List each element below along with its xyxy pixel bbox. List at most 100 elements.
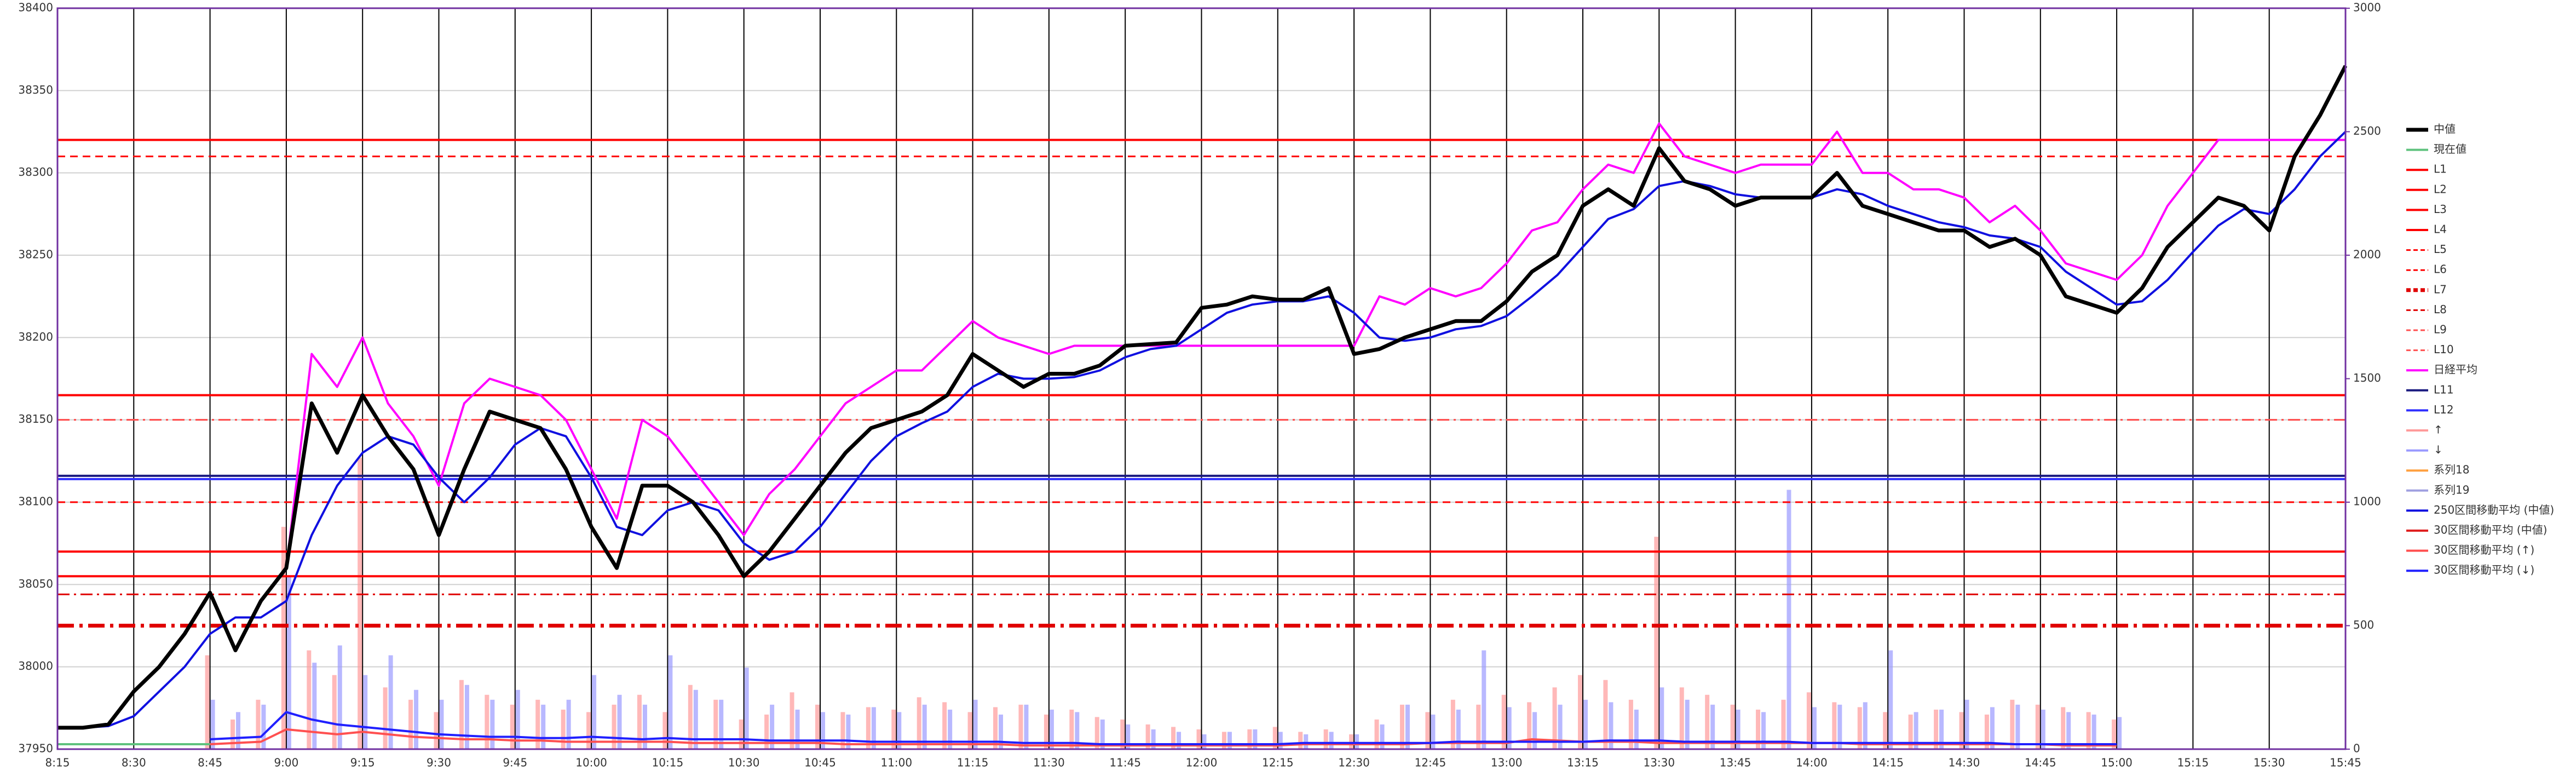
volume-bar [2010, 699, 2015, 749]
legend-label: 30区間移動平均 (中値) [2434, 524, 2547, 537]
volume-bar [866, 707, 871, 749]
volume-bar [1431, 714, 1436, 749]
volume-bar [1984, 714, 1989, 749]
volume-bar [1806, 692, 1811, 749]
volume-bar [897, 712, 902, 749]
volume-bar [1603, 680, 1608, 749]
volume-bar [1679, 687, 1684, 749]
volume-bar [1787, 490, 1791, 749]
volume-bar [1049, 709, 1054, 749]
legend-label: L3 [2434, 203, 2447, 216]
legend-label: L4 [2434, 223, 2447, 236]
volume-bar [1044, 714, 1048, 749]
y2-tick-label: 0 [2353, 742, 2360, 755]
volume-bar [1964, 699, 1969, 749]
volume-bar [434, 712, 439, 749]
x-tick-label: 15:45 [2330, 756, 2361, 769]
volume-bar [1908, 714, 1913, 749]
volume-bar [637, 694, 642, 749]
y-tick-label: 38400 [18, 1, 53, 14]
x-tick-label: 14:00 [1796, 756, 1828, 769]
y-tick-label: 37950 [18, 742, 53, 755]
volume-bar [586, 712, 591, 749]
x-tick-label: 14:15 [1872, 756, 1904, 769]
volume-bar [383, 687, 388, 749]
volume-bar [1374, 719, 1379, 749]
volume-bar [592, 675, 597, 749]
volume-bar [719, 699, 724, 749]
volume-bar [2041, 709, 2045, 749]
volume-bar [261, 704, 266, 749]
volume-bar [1501, 694, 1506, 749]
legend-label: 日経平均 [2434, 363, 2477, 376]
x-tick-label: 13:15 [1567, 756, 1599, 769]
x-tick-label: 13:30 [1643, 756, 1675, 769]
series-line [285, 122, 2346, 568]
volume-bar [1151, 729, 1156, 749]
y2-tick-label: 3000 [2353, 1, 2381, 14]
x-tick-label: 9:45 [503, 756, 527, 769]
legend-label: 中値 [2434, 123, 2456, 136]
volume-bar [439, 699, 444, 749]
volume-bar [236, 712, 241, 749]
x-tick-label: 12:00 [1186, 756, 1218, 769]
series-line [57, 65, 2348, 730]
volume-bar [281, 527, 286, 749]
legend-label: L6 [2434, 263, 2447, 276]
volume-bar [1018, 704, 1023, 749]
volume-bar [1202, 734, 1207, 749]
volume-bar [2086, 712, 2091, 749]
volume-bar [789, 692, 794, 749]
x-tick-label: 15:15 [2177, 756, 2209, 769]
volume-bar [1756, 709, 1761, 749]
x-tick-label: 14:45 [2025, 756, 2056, 769]
x-tick-label: 8:15 [45, 756, 70, 769]
volume-bar [1578, 675, 1582, 749]
y-tick-label: 38200 [18, 330, 53, 343]
volume-bar [871, 707, 876, 749]
x-tick-label: 10:30 [728, 756, 760, 769]
volume-bar [2066, 712, 2071, 749]
volume-bar [1120, 719, 1125, 749]
volume-bar [1736, 709, 1741, 749]
volume-bar [566, 699, 571, 749]
volume-bar [662, 712, 667, 749]
legend-label: L12 [2434, 403, 2454, 416]
volume-bar [1450, 699, 1455, 749]
volume-bar [256, 699, 261, 749]
volume-bar [1812, 707, 1817, 749]
volume-bar [846, 714, 851, 749]
x-tick-label: 13:45 [1720, 756, 1751, 769]
volume-bar [1253, 729, 1258, 749]
volume-bar [713, 699, 718, 749]
legend-label: L10 [2434, 343, 2454, 356]
x-tick-label: 13:00 [1491, 756, 1523, 769]
volume-bar [1069, 709, 1074, 749]
volume-bar [1298, 732, 1303, 749]
x-tick-label: 8:30 [122, 756, 146, 769]
volume-bar [693, 689, 698, 749]
volume-bar [1527, 702, 1532, 749]
volume-bar [1456, 709, 1461, 749]
volume-bar [1177, 732, 1182, 749]
volume-bar [967, 712, 972, 749]
volume-bar [1685, 699, 1690, 749]
volume-bar [1659, 687, 1664, 749]
y-tick-label: 38100 [18, 495, 53, 508]
volume-bar [1349, 734, 1354, 749]
volume-bar [642, 704, 647, 749]
volume-bar [617, 694, 622, 749]
volume-bar [358, 457, 362, 749]
volume-bar [1654, 537, 1659, 749]
y2-tick-label: 2500 [2353, 124, 2381, 137]
volume-bar [1355, 734, 1359, 749]
legend-label: L2 [2434, 182, 2447, 196]
volume-bar [1934, 709, 1939, 749]
volume-bar [840, 712, 845, 749]
volume-bar [490, 699, 495, 749]
volume-bar [485, 694, 489, 749]
volume-bar [1221, 732, 1226, 749]
volume-bar [1888, 650, 1893, 749]
y2-tick-label: 1500 [2353, 371, 2381, 384]
